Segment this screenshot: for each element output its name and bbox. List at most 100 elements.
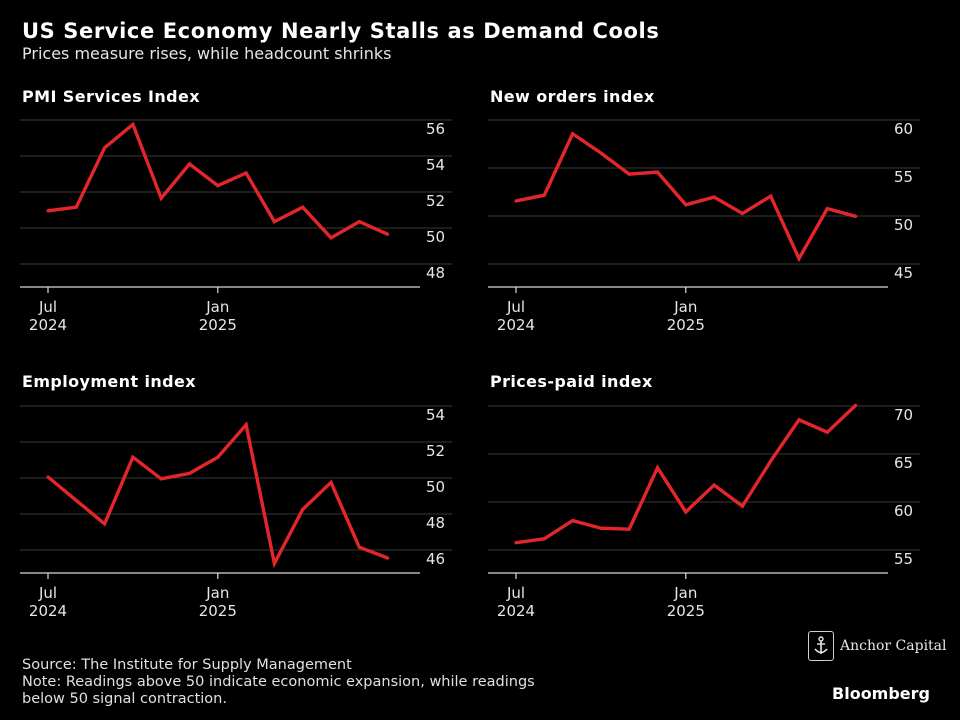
y-tick-label-52: 52: [426, 442, 445, 460]
data-point-11: [357, 220, 361, 224]
series-line: [47, 121, 389, 240]
y-tick-label-56: 56: [426, 120, 445, 138]
data-point-9: [301, 205, 305, 209]
footnote-line-2: below 50 signal contraction.: [22, 691, 227, 707]
y-tick-label-65: 65: [894, 454, 913, 472]
data-point-8: [740, 504, 744, 508]
data-point-7: [712, 195, 716, 199]
x-tick-label-1-1: 2025: [667, 316, 705, 334]
y-tick-label-52: 52: [426, 192, 445, 210]
y-tick-label-46: 46: [426, 550, 445, 568]
data-point-8: [272, 220, 276, 224]
data-point-1: [74, 498, 78, 502]
data-point-11: [357, 545, 361, 549]
y-tick-label-50: 50: [426, 478, 445, 496]
x-tick-label-0-1: 2024: [29, 316, 67, 334]
data-point-9: [769, 459, 773, 463]
data-point-10: [797, 418, 801, 422]
panel-title-prices-paid: Prices-paid index: [490, 372, 653, 391]
chart-subtitle: Prices measure rises, while headcount sh…: [22, 44, 392, 63]
data-point-5: [655, 466, 660, 470]
panel-title-employment: Employment index: [22, 372, 196, 391]
data-point-3: [131, 122, 135, 126]
series-line: [46, 421, 389, 569]
data-point-8: [272, 561, 276, 565]
data-point-4: [627, 172, 631, 176]
data-point-3: [599, 151, 603, 155]
data-point-11: [825, 430, 829, 434]
x-tick-label-1-0: Jan: [673, 298, 697, 316]
y-tick-label-70: 70: [894, 406, 913, 424]
data-point-9: [301, 507, 305, 511]
data-point-1: [542, 193, 546, 197]
data-point-3: [599, 526, 603, 530]
y-tick-label-55: 55: [894, 168, 913, 186]
source-note: Source: The Institute for Supply Managem…: [22, 657, 352, 673]
data-point-10: [329, 480, 333, 484]
x-tick-label-0-1: 2024: [29, 602, 67, 620]
data-point-2: [571, 518, 575, 523]
x-tick-label-0-1: 2024: [497, 602, 535, 620]
x-tick-label-1-0: Jan: [673, 584, 697, 602]
x-tick-label-0-0: Jul: [38, 584, 57, 602]
y-tick-label-50: 50: [894, 216, 913, 234]
data-point-5: [187, 162, 192, 166]
y-tick-label-54: 54: [426, 156, 445, 174]
x-tick-label-0-0: Jul: [506, 298, 525, 316]
anchor-capital-logo: Anchor Capital: [808, 631, 947, 661]
data-point-7: [244, 423, 248, 427]
x-tick-label-1-1: 2025: [199, 316, 237, 334]
x-tick-label-1-1: 2025: [199, 602, 237, 620]
x-tick-label-0-1: 2024: [497, 316, 535, 334]
data-point-12: [854, 214, 858, 218]
data-point-6: [216, 455, 220, 459]
data-point-7: [712, 483, 716, 487]
logo-text: Anchor Capital: [840, 638, 947, 654]
x-tick-label-1-0: Jan: [205, 298, 229, 316]
data-point-1: [542, 537, 546, 541]
x-tick-label-1-0: Jan: [205, 584, 229, 602]
y-tick-label-60: 60: [894, 502, 913, 520]
data-point-2: [103, 146, 107, 150]
data-point-12: [386, 556, 390, 560]
data-point-11: [825, 207, 829, 211]
data-point-7: [244, 171, 248, 175]
chart-title: US Service Economy Nearly Stalls as Dema…: [22, 19, 660, 43]
panel-title-new-orders: New orders index: [490, 87, 655, 106]
bloomberg-brand: Bloomberg: [832, 684, 930, 703]
data-point-6: [684, 510, 688, 514]
series-line: [515, 131, 857, 263]
anchor-icon: [808, 631, 834, 661]
y-tick-label-54: 54: [426, 406, 445, 424]
data-point-1: [74, 205, 78, 209]
x-tick-label-1-1: 2025: [667, 602, 705, 620]
data-point-10: [797, 256, 801, 261]
data-point-0: [46, 475, 50, 479]
data-point-8: [740, 211, 744, 216]
y-tick-label-60: 60: [894, 120, 913, 138]
y-tick-label-50: 50: [426, 228, 445, 246]
data-point-0: [46, 209, 50, 213]
data-point-3: [131, 455, 135, 459]
data-point-0: [514, 199, 518, 203]
data-point-4: [627, 527, 631, 531]
data-point-12: [854, 403, 858, 407]
data-point-0: [514, 541, 518, 545]
data-point-4: [159, 477, 163, 481]
y-tick-label-55: 55: [894, 550, 913, 568]
data-point-2: [571, 132, 575, 136]
data-point-10: [329, 236, 333, 240]
data-point-6: [216, 184, 220, 188]
x-tick-label-0-0: Jul: [38, 298, 57, 316]
data-point-9: [769, 194, 773, 198]
x-tick-label-0-0: Jul: [506, 584, 525, 602]
data-point-4: [159, 196, 163, 200]
footnote-line-1: Note: Readings above 50 indicate economi…: [22, 674, 535, 690]
y-tick-label-45: 45: [894, 264, 913, 282]
panel-title-pmi: PMI Services Index: [22, 87, 200, 106]
y-tick-label-48: 48: [426, 264, 445, 282]
data-point-5: [655, 170, 660, 174]
